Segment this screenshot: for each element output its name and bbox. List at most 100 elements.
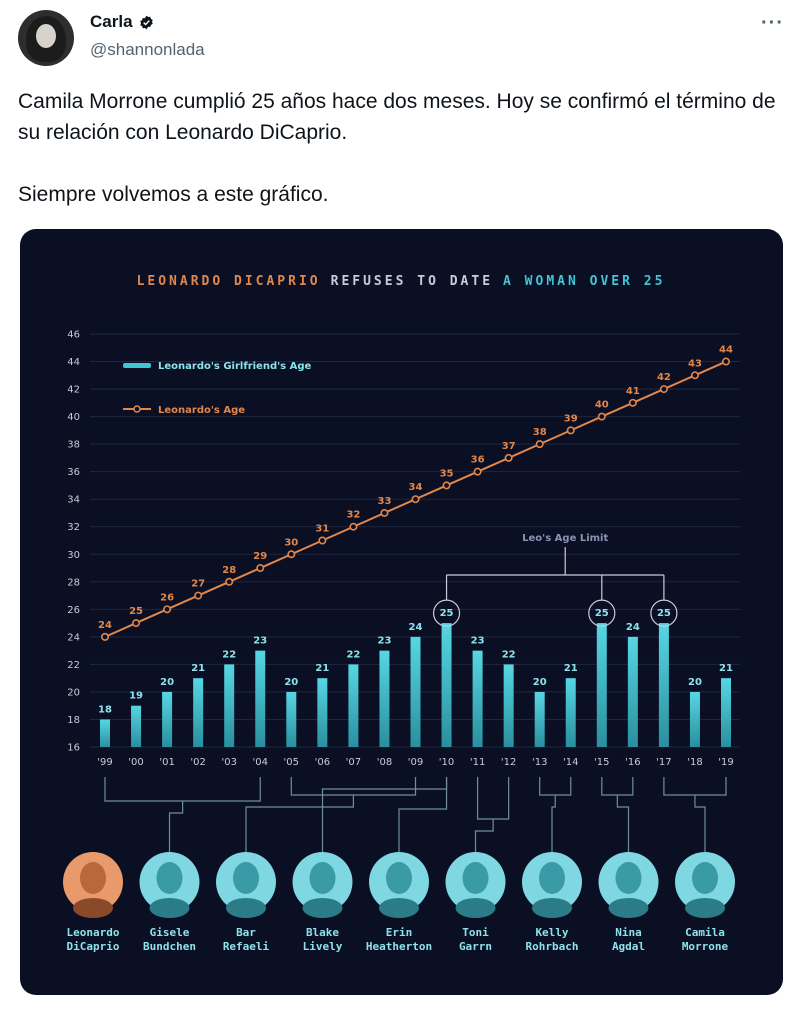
person-name-line2: Rohrbach: [526, 940, 579, 953]
connector-3: [321, 777, 448, 852]
legend-bar-label: Leonardo's Girlfriend's Age: [158, 361, 312, 372]
avatar-face: [36, 24, 56, 48]
person-photo-face: [462, 862, 489, 894]
y-tick-label: 16: [67, 743, 80, 754]
tweet-paragraph-1: Camila Morrone cumplió 25 años hace dos …: [18, 90, 776, 144]
x-tick-label: '16: [625, 757, 640, 768]
person-photo-shoulders: [532, 898, 572, 918]
x-tick-label: '11: [470, 757, 485, 768]
bar: [472, 650, 483, 747]
person-photo-face: [309, 862, 336, 894]
author-avatar[interactable]: [18, 10, 74, 66]
legend-bar-swatch: [123, 363, 151, 368]
x-tick-label: '03: [221, 757, 236, 768]
x-tick-label: '01: [159, 757, 174, 768]
person-photo-face: [615, 862, 642, 894]
y-tick-label: 34: [67, 495, 80, 506]
line-data-label: 42: [657, 372, 671, 383]
person-name-line1: Nina: [615, 926, 642, 939]
line-data-label: 31: [315, 524, 329, 535]
line-point: [535, 440, 544, 449]
person-name-line1: Gisele: [150, 926, 190, 939]
x-tick-label: '18: [687, 757, 702, 768]
person-name-line2: DiCaprio: [67, 940, 120, 953]
legend-line-label: Leonardo's Age: [158, 405, 245, 416]
bar: [441, 623, 452, 747]
bar: [565, 678, 576, 747]
line-data-label: 35: [440, 468, 454, 479]
chart-image[interactable]: 16 18 20 22 24 26 28 30 32 34 36 38 40 42 44 46 '99 '00 '0…: [20, 229, 783, 995]
bar-data-label: 25: [595, 608, 609, 619]
x-tick-label: '17: [656, 757, 671, 768]
bar-data-label: 23: [253, 636, 267, 647]
bar: [131, 705, 142, 747]
person-name-line2: Bundchen: [143, 940, 196, 953]
x-tick-label: '04: [253, 757, 268, 768]
person-name-line2: Refaeli: [223, 940, 270, 953]
author-handle[interactable]: @shannonlada: [90, 40, 205, 59]
x-tick-label: '19: [718, 757, 733, 768]
bar: [193, 678, 204, 747]
tweet-paragraph-2: Siempre volvemos a este gráfico.: [18, 183, 329, 206]
person-photo-shoulders: [302, 898, 343, 918]
person-name-line1: Erin: [386, 926, 413, 939]
line-point: [721, 357, 730, 366]
bar: [317, 678, 328, 747]
person-name-line2: Lively: [303, 940, 343, 953]
line-data-label: 32: [346, 510, 360, 521]
verified-badge-icon: [139, 15, 153, 29]
connector-lines: [104, 777, 727, 852]
y-tick-label: 30: [67, 550, 80, 561]
bar: [689, 691, 700, 747]
line-point: [132, 619, 141, 628]
connector-8: [663, 777, 727, 852]
connector-5: [474, 777, 510, 852]
line-point: [473, 467, 482, 476]
bar: [348, 664, 359, 747]
y-tick-label: 40: [67, 412, 80, 423]
bar: [721, 678, 731, 747]
bar-data-label: 20: [533, 677, 547, 688]
legend-line-marker: [133, 405, 141, 413]
line-point: [597, 412, 606, 421]
bar: [596, 623, 607, 747]
chart-title: LEONARDO DICAPRIO REFUSES TO DATE A WOMAN …: [137, 274, 666, 289]
more-options-icon[interactable]: ···: [761, 12, 784, 34]
line-point: [101, 632, 110, 641]
bar: [410, 636, 421, 747]
bar: [627, 636, 638, 747]
y-tick-label: 32: [67, 522, 80, 533]
bar-data-label: 25: [657, 608, 671, 619]
line-data-label: 37: [502, 441, 516, 452]
person-name-line1: Leonardo: [67, 926, 120, 939]
person-name-line1: Toni: [462, 926, 489, 939]
person-photo-face: [80, 862, 106, 894]
author-name[interactable]: Carla: [90, 12, 133, 31]
person-name-line2: Heatherton: [366, 940, 432, 953]
bar: [658, 623, 669, 747]
bar: [162, 691, 173, 747]
line-point: [349, 522, 358, 531]
person-photo-face: [692, 862, 718, 894]
bar-data-label: 19: [129, 691, 143, 702]
x-tick-label: '06: [315, 757, 330, 768]
line-series: 24 25 26 27 28 29 30 31 32 33 34 35 36 37 38 39 40 41 42 43…: [98, 345, 733, 641]
person-photo-face: [156, 862, 183, 894]
person-photo-shoulders: [608, 898, 649, 918]
age-limit-annotation: Leo's Age Limit: [432, 533, 678, 627]
person-photo-shoulders: [455, 898, 496, 918]
line-data-label: 41: [626, 386, 640, 397]
bar-data-label: 21: [315, 663, 329, 674]
x-tick-label: '09: [408, 757, 423, 768]
y-tick-label: 36: [67, 467, 80, 478]
